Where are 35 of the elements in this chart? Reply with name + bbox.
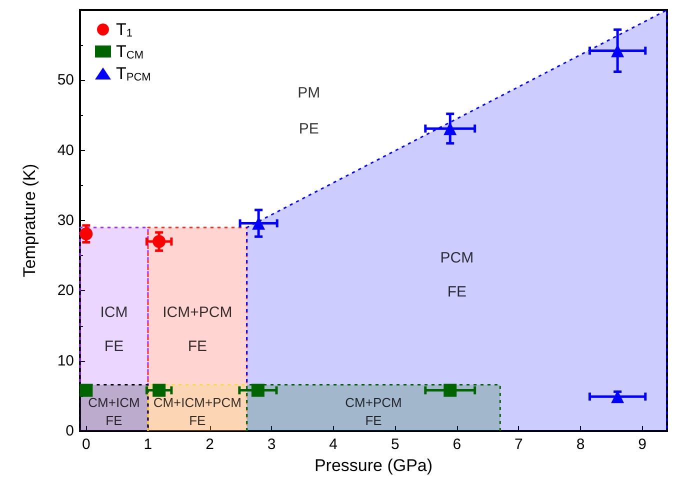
series-label: CM+ICM+PCM FE	[153, 395, 242, 428]
y-tick-label: 30	[57, 212, 74, 229]
point	[152, 384, 166, 397]
series-label: CM+ICM FE	[88, 395, 140, 428]
x-tick-label: 8	[576, 436, 585, 453]
y-tick-label: 20	[57, 282, 74, 300]
x-tick-label: 5	[390, 436, 400, 453]
y-tick-label: 40	[57, 142, 74, 159]
x-tick-label: 2	[206, 436, 214, 453]
point	[251, 384, 264, 397]
text: PM PE	[298, 84, 320, 138]
point	[444, 122, 457, 136]
point	[611, 390, 624, 404]
x-axis-title: Pressure (GPa)	[314, 456, 433, 475]
point	[252, 216, 266, 230]
y-tick-label: 0	[66, 422, 74, 440]
x-tick-label: 3	[267, 436, 276, 453]
point	[80, 227, 93, 240]
series-label: ICM+PCM FE	[162, 304, 232, 355]
y-axis-title: Temprature (K)	[20, 164, 39, 278]
x-tick-label: 0	[82, 436, 90, 453]
point	[611, 44, 624, 58]
x-tick-label: 9	[638, 436, 646, 453]
x-tick-label: 4	[329, 436, 338, 453]
series-label: CM+PCM FE	[345, 395, 402, 428]
y-tick-label: 10	[57, 352, 74, 370]
series-label: PCM FE	[440, 250, 474, 301]
point	[80, 384, 93, 397]
x-tick-label: 6	[452, 436, 462, 453]
y-tick-label: 50	[57, 72, 74, 89]
x-tick-label: 7	[514, 436, 523, 453]
point	[152, 235, 166, 248]
x-tick-label: 1	[144, 436, 152, 453]
series-label: ICM FE	[100, 304, 128, 355]
point	[444, 384, 457, 397]
